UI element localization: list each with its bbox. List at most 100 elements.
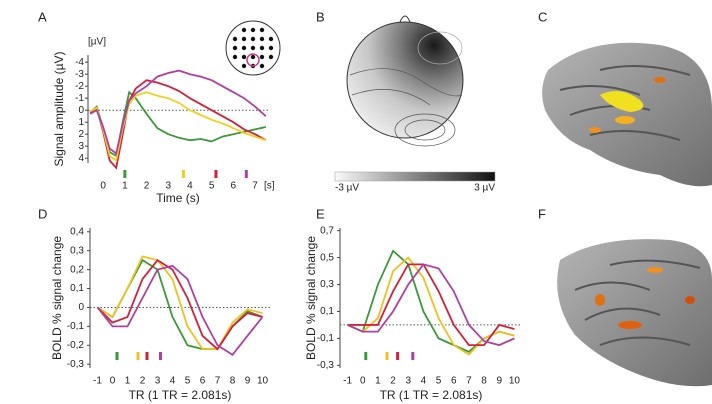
x-tick-label: 1 xyxy=(125,376,131,387)
x-axis-label: TR (1 TR = 2.081s) xyxy=(129,388,232,402)
electrode xyxy=(259,27,265,33)
x-tick-label: 5 xyxy=(209,181,215,192)
y-tick-label: 0,5 xyxy=(320,252,334,263)
panel-label: C xyxy=(538,9,547,24)
y-tick-label: -2 xyxy=(75,81,84,92)
panel-label: E xyxy=(316,206,325,221)
y-axis-label: BOLD % signal change xyxy=(50,236,64,360)
x-tick-label: 1 xyxy=(375,376,381,387)
event-marker xyxy=(411,352,415,360)
y-tick-label: 0,1 xyxy=(320,306,334,317)
x-tick-label: 0 xyxy=(100,181,106,192)
x-tick-label: 3 xyxy=(155,376,161,387)
x-tick-label: 6 xyxy=(200,376,206,387)
event-marker xyxy=(385,352,389,360)
event-marker xyxy=(181,170,185,178)
event-marker xyxy=(396,352,400,360)
y-tick-label: 1 xyxy=(78,117,84,128)
electrode xyxy=(241,36,247,42)
electrode xyxy=(268,45,274,51)
series-line xyxy=(97,255,263,350)
x-tick-label: 5 xyxy=(436,376,442,387)
topomap xyxy=(346,15,464,147)
x-tick-label: -1 xyxy=(93,376,102,387)
series-line xyxy=(347,256,515,356)
series-line xyxy=(89,90,267,158)
event-marker xyxy=(145,352,149,360)
panel-label: B xyxy=(316,9,325,24)
x-tick-label: 2 xyxy=(140,376,146,387)
x-axis-label: Time (s) xyxy=(156,191,200,205)
x-tick-label: 1 xyxy=(122,181,128,192)
x-tick-label: 3 xyxy=(405,376,411,387)
electrode xyxy=(250,45,256,51)
electrode xyxy=(241,63,247,69)
x-tick-label: 0 xyxy=(110,376,116,387)
event-marker xyxy=(244,170,248,178)
y-tick-label: 0,4 xyxy=(70,226,84,237)
y-tick-label: -1 xyxy=(75,93,84,104)
panel-label: A xyxy=(38,9,47,24)
event-marker xyxy=(123,170,127,178)
x-tick-label: 4 xyxy=(170,376,176,387)
colorbar-label: 3 µV xyxy=(474,183,495,194)
series-line xyxy=(89,91,267,163)
panel-label: F xyxy=(538,206,546,221)
brain-f xyxy=(557,239,712,387)
series-line xyxy=(347,263,515,347)
x-tick-label: -1 xyxy=(343,376,352,387)
electrode xyxy=(259,54,265,60)
y-tick-label: -0,1 xyxy=(317,333,335,344)
electrode xyxy=(241,45,247,51)
electrode xyxy=(250,27,256,33)
x-tick-label: 8 xyxy=(481,376,487,387)
y-unit: [µV] xyxy=(88,37,106,48)
y-tick-label: -0,2 xyxy=(67,340,85,351)
electrode xyxy=(250,36,256,42)
event-marker xyxy=(159,352,162,360)
x-tick-label: 4 xyxy=(187,181,193,192)
x-tick-label: 4 xyxy=(421,376,427,387)
x-tick-label: 10 xyxy=(257,376,269,387)
x-tick-label: 6 xyxy=(231,181,237,192)
electrode xyxy=(232,36,238,42)
series-line xyxy=(96,264,264,356)
event-marker xyxy=(115,352,119,360)
electrode xyxy=(259,45,265,51)
electrode xyxy=(268,36,274,42)
x-tick-label: 8 xyxy=(230,376,236,387)
series-line xyxy=(96,258,263,351)
panel-label: D xyxy=(38,206,47,221)
x-unit: [s] xyxy=(264,181,275,192)
x-axis-label: TR (1 TR = 2.081s) xyxy=(380,388,483,402)
x-tick-label: 5 xyxy=(185,376,191,387)
y-tick-label: -3 xyxy=(75,69,84,80)
electrode xyxy=(250,54,256,60)
x-tick-label: 10 xyxy=(509,376,521,387)
x-tick-label: 7 xyxy=(252,181,258,192)
y-tick-label: 4 xyxy=(78,153,84,164)
x-tick-label: 7 xyxy=(215,376,221,387)
electrode xyxy=(259,63,265,69)
y-axis-label: Signal amplitude (µV) xyxy=(52,52,66,167)
event-marker xyxy=(214,170,218,178)
x-tick-label: 3 xyxy=(165,181,171,192)
y-tick-label: 0 xyxy=(78,302,84,313)
x-tick-label: 7 xyxy=(466,376,472,387)
electrode xyxy=(232,54,238,60)
electrode xyxy=(268,54,274,60)
series-line xyxy=(89,69,267,155)
y-tick-label: 3 xyxy=(78,141,84,152)
y-tick-label: 0 xyxy=(78,105,84,116)
series-line xyxy=(347,263,515,347)
y-tick-label: -0,3 xyxy=(67,359,85,370)
y-tick-label: 0,1 xyxy=(70,283,84,294)
electrode xyxy=(241,27,247,33)
series-line xyxy=(89,79,267,170)
electrode xyxy=(241,54,247,60)
electrode xyxy=(232,45,238,51)
colorbar xyxy=(334,171,496,182)
y-tick-label: -0,3 xyxy=(317,360,335,371)
y-tick-label: 2 xyxy=(78,129,84,140)
